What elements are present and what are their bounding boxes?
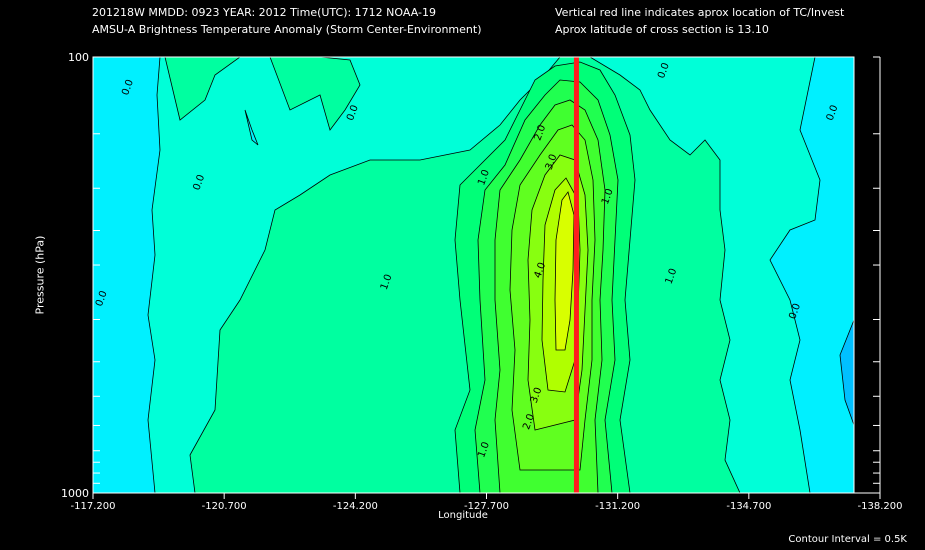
- contour-label: 1.0: [379, 273, 395, 292]
- contour-label: 0.0: [825, 104, 841, 123]
- contour-label: 0.0: [656, 61, 672, 80]
- field-left-cyan: [93, 57, 161, 493]
- contour-label: 4.0: [532, 261, 548, 280]
- contour-label: 0.0: [94, 289, 110, 308]
- y-tick-label: 1000: [61, 487, 89, 500]
- contour-label: 0.0: [120, 78, 136, 97]
- field-contour-0-top-mid: [269, 57, 361, 131]
- x-tick-label: -134.700: [726, 501, 771, 512]
- header-line-1: 201218W MMDD: 0923 YEAR: 2012 Time(UTC):…: [92, 6, 436, 19]
- x-axis-label: Longitude: [438, 510, 488, 521]
- field-right-blue: [839, 319, 854, 426]
- x-tick-label: -127.700: [464, 501, 509, 512]
- header-line-2: AMSU-A Brightness Temperature Anomaly (S…: [92, 23, 482, 36]
- contour-label: 0.0: [191, 173, 207, 192]
- x-tick-label: -138.200: [858, 501, 903, 512]
- contour-field: [93, 57, 854, 493]
- y-tick-label: 100: [68, 51, 89, 64]
- field-right-cyan: [769, 57, 854, 493]
- x-tick-label: -124.200: [333, 501, 378, 512]
- x-tick-label: -120.700: [202, 501, 247, 512]
- contour-label: 3.0: [529, 386, 545, 405]
- header-line-4: Aprox latitude of cross section is 13.10: [555, 23, 769, 36]
- y-ticks: 100 1000: [61, 51, 880, 500]
- plot-frame: [92, 56, 855, 494]
- contour-label: 1.0: [600, 187, 616, 206]
- contour-label: 0.0: [345, 104, 361, 123]
- field-small-island: [244, 109, 259, 146]
- field-contour-4: [554, 191, 575, 351]
- x-ticks: -117.200 -120.700 -124.200 -127.700 -131.200…: [71, 493, 903, 512]
- field-contour-0-top-left: [164, 57, 241, 121]
- contour-interval-note: Contour Interval = 0.5K: [788, 534, 907, 545]
- y-axis-label: Pressure (hPa): [33, 235, 47, 315]
- x-tick-label: -117.200: [71, 501, 116, 512]
- x-tick-label: -131.200: [595, 501, 640, 512]
- contour-label: 2.0: [532, 124, 548, 143]
- contour-label: 1.0: [664, 267, 680, 286]
- contour-labels: 0.0 0.0 0.0 0.0 0.0 0.0 0.0 1.0 1.0 1.0 1.0 1.0 2.0 2…: [94, 61, 841, 459]
- contour-label: 1.0: [476, 168, 492, 187]
- contour-label: 1.0: [476, 441, 492, 460]
- contour-label: 3.0: [544, 153, 560, 172]
- contour-label: 2.0: [521, 413, 537, 432]
- header-line-3: Vertical red line indicates aprox locati…: [555, 6, 845, 19]
- contour-label: 0.0: [787, 302, 803, 321]
